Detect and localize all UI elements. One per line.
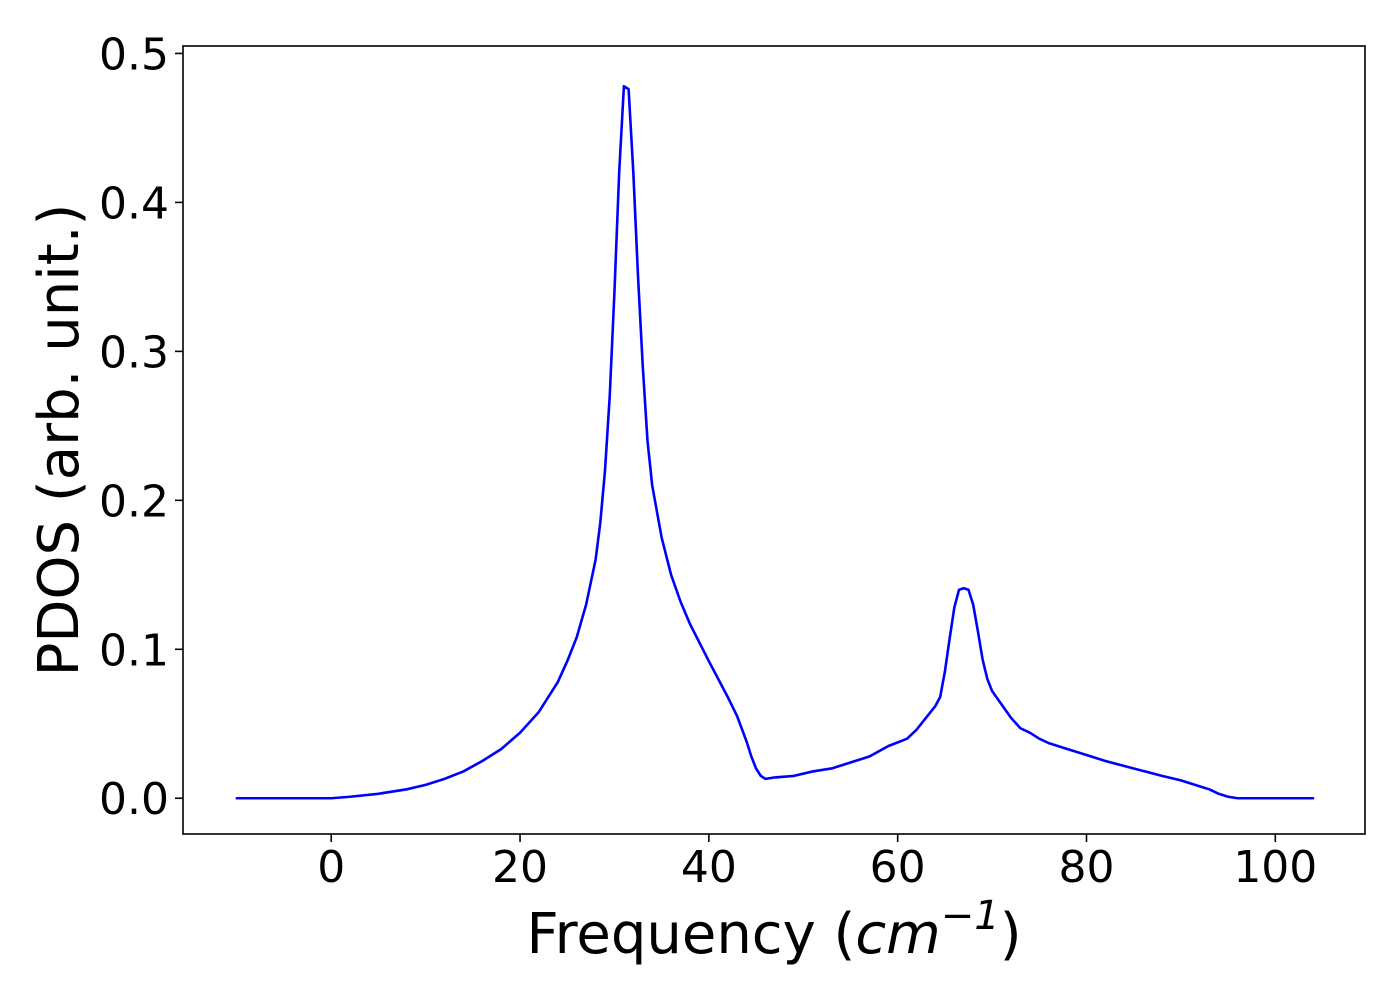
y-tick-label: 0.2 — [99, 476, 169, 527]
x-axis-title-exponent: −1 — [941, 893, 1000, 939]
y-tick-label: 0.4 — [99, 178, 169, 229]
x-axis-title: Frequency (cm−1) — [526, 893, 1021, 967]
x-tick-label: 60 — [870, 842, 926, 893]
x-tick-label: 20 — [492, 842, 548, 893]
x-axis-title-unit: cm — [855, 902, 940, 967]
x-tick-label: 100 — [1233, 842, 1317, 893]
x-tick-label: 80 — [1058, 842, 1114, 893]
y-tick-label: 0.5 — [99, 29, 169, 80]
x-axis-title-suffix: ) — [1000, 902, 1022, 967]
y-tick-label: 0.1 — [99, 625, 169, 676]
plot-frame — [182, 45, 1366, 835]
y-tick-label: 0.0 — [99, 774, 169, 825]
x-tick-label: 40 — [681, 842, 737, 893]
x-axis-title-prefix: Frequency ( — [526, 902, 855, 967]
y-tick-label: 0.3 — [99, 327, 169, 378]
pdos-series-line — [235, 84, 1315, 800]
series-layer — [235, 84, 1315, 800]
tick-layer: 0 20 40 60 80 100 0.0 0.1 0.2 0.3 0.4 0.5 — [99, 29, 1317, 893]
y-axis-title: PDOS (arb. unit.) — [27, 204, 92, 677]
x-tick-label: 0 — [317, 842, 345, 893]
